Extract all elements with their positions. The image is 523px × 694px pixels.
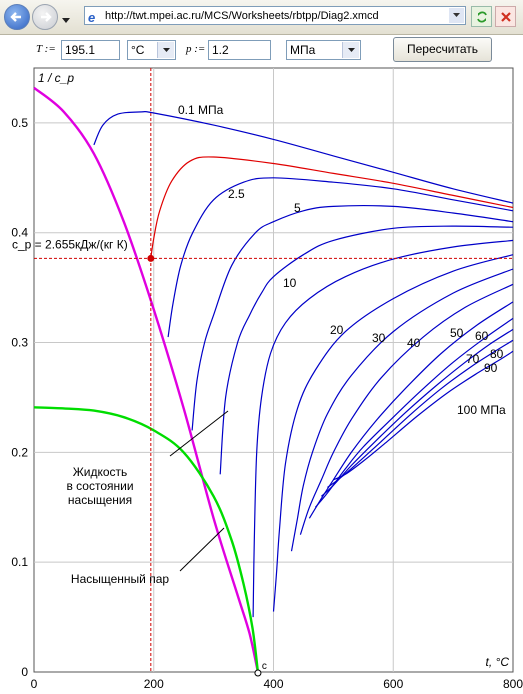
temperature-unit-select[interactable]: °C	[127, 40, 176, 60]
state-point	[147, 254, 155, 262]
back-arrow-icon	[10, 12, 21, 22]
history-dropdown-icon[interactable]	[62, 13, 70, 27]
isobar-line	[93, 110, 514, 204]
isobar-label: 30	[372, 331, 386, 345]
isobar-label: 60	[475, 329, 489, 343]
isobar-line	[167, 177, 514, 338]
y-tick-label: 0.3	[11, 336, 28, 350]
y-tick-label: 0	[21, 665, 28, 679]
critical-point-label: c	[262, 661, 267, 672]
x-tick-label: 200	[144, 677, 164, 691]
pressure-unit-value: МПа	[290, 43, 316, 57]
isobar-line	[219, 225, 514, 475]
y-tick-label: 0.4	[11, 226, 28, 240]
isobar-label: 40	[407, 336, 421, 350]
marks	[34, 68, 513, 677]
isobar-line	[191, 205, 514, 431]
curves	[33, 86, 514, 673]
pressure-unit-select[interactable]: МПа	[286, 40, 361, 60]
back-button[interactable]	[4, 4, 30, 30]
temperature-input[interactable]: 195.1	[61, 40, 120, 60]
isobar-label: 90	[484, 361, 498, 375]
go-button[interactable]	[471, 6, 492, 27]
browser-toolbar: e http://twt.mpei.ac.ru/MCS/Worksheets/r…	[0, 0, 523, 35]
forward-button[interactable]	[32, 4, 58, 30]
cp-readout: c_p = 2.655кДж/(кг К)	[12, 237, 128, 251]
annotation-label: Жидкость в состоянии насыщения	[66, 465, 133, 507]
x-tick-label: 600	[383, 677, 403, 691]
address-text: http://twt.mpei.ac.ru/MCS/Worksheets/rbt…	[105, 10, 379, 22]
temperature-label: T :=	[36, 43, 56, 55]
forward-arrow-icon	[41, 12, 52, 22]
cp-diagram-chart: 0 200 400 600 800 0 0.1 0.2 0.3 0.4 0.5 1 / c_p t, °…	[11, 67, 523, 691]
input-form: T := 195.1 °C p := 1.2 МПа Пересчитать	[0, 35, 523, 65]
annotation-line: Жидкость	[73, 465, 128, 479]
isobar-line	[299, 283, 514, 535]
isobar-label: 0.1 МПа	[178, 103, 224, 117]
isobar-line	[252, 239, 514, 618]
isobar-label: 2.5	[228, 187, 245, 201]
selected-isobar-line	[150, 156, 514, 259]
isobar-label: 10	[283, 276, 297, 290]
isobar-label: 100 МПа	[457, 403, 506, 417]
close-icon	[500, 11, 511, 22]
y-tick-label: 0.5	[11, 116, 28, 130]
saturation-line-green	[33, 406, 260, 673]
isobar-label: 20	[330, 323, 344, 337]
pressure-label: p :=	[186, 43, 206, 55]
critical-point	[254, 669, 262, 677]
y-tick-label: 0.1	[11, 555, 28, 569]
stop-button[interactable]	[495, 6, 516, 27]
isobar-label: 5	[294, 201, 301, 215]
pressure-input[interactable]: 1.2	[208, 40, 271, 60]
annotation-leader	[179, 527, 225, 572]
y-axis-label: 1 / c_p	[38, 71, 74, 85]
grid	[34, 68, 513, 672]
isobar-line	[333, 350, 514, 481]
chevron-down-icon	[157, 42, 174, 58]
labels: 0 200 400 600 800 0 0.1 0.2 0.3 0.4 0.5 1 / c_p t, °…	[11, 71, 523, 691]
address-dropdown-icon[interactable]	[449, 8, 464, 23]
y-tick-label: 0.2	[11, 445, 28, 459]
x-tick-label: 400	[263, 677, 283, 691]
isobar-label: 50	[450, 326, 464, 340]
annotation-line: насыщения	[68, 493, 132, 507]
annotation-line: в состоянии	[66, 479, 133, 493]
isobar-line	[272, 254, 514, 612]
annotation-label: Насыщенный пар	[71, 572, 169, 586]
isobar-label: 80	[490, 347, 504, 361]
x-tick-label: 800	[503, 677, 523, 691]
address-bar[interactable]: e http://twt.mpei.ac.ru/MCS/Worksheets/r…	[84, 6, 466, 25]
chevron-down-icon	[342, 42, 359, 58]
x-tick-label: 0	[31, 677, 38, 691]
temperature-unit-value: °C	[131, 43, 145, 57]
refresh-icon	[476, 10, 487, 23]
x-axis-label: t, °C	[486, 655, 510, 669]
isobar-line	[290, 268, 514, 552]
page-icon: e	[88, 10, 96, 25]
recalculate-button[interactable]: Пересчитать	[393, 37, 492, 62]
isobar-label: 70	[466, 352, 480, 366]
saturation-line-magenta	[33, 86, 260, 673]
annotation-leader	[169, 410, 229, 457]
